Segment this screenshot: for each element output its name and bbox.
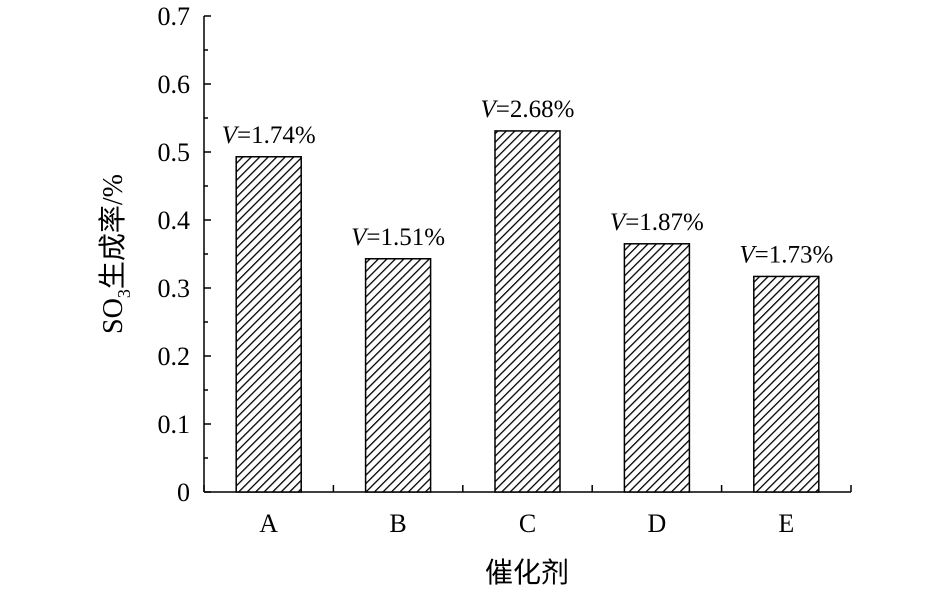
- category-label-B: B: [389, 509, 406, 538]
- data-label-A: V=1.74%: [222, 122, 316, 149]
- x-axis-title: 催化剂: [485, 557, 569, 589]
- x-ticks: [203, 485, 852, 492]
- data-label-C: V=2.68%: [481, 96, 575, 123]
- category-label-A: A: [259, 509, 278, 538]
- data-label-B: V=1.51%: [351, 224, 445, 251]
- y-axis-title-subscript: 3: [114, 289, 134, 298]
- bar-C: [494, 130, 561, 493]
- y-axis-title-main: SO: [98, 298, 129, 334]
- y-axis-title-rest: 生成率/%: [97, 174, 129, 289]
- y-tick-label: 0.2: [158, 342, 191, 371]
- y-tick-label: 0.3: [158, 274, 191, 303]
- category-label-D: D: [648, 509, 667, 538]
- y-tick-label: 0.1: [158, 410, 191, 439]
- data-labels: V=1.74% V=1.51% V=2.68% V=1.87% V=1.73%: [222, 96, 834, 269]
- y-ticks: 0 0.1 0.2 0.3 0.4 0.5 0.6 0.7: [158, 2, 211, 507]
- category-label-E: E: [778, 509, 794, 538]
- bar-B: [364, 258, 432, 493]
- bar-A: [235, 156, 302, 493]
- bar-E: [753, 275, 820, 493]
- y-tick-label: 0.7: [158, 2, 191, 31]
- y-tick-label: 0.4: [158, 206, 191, 235]
- y-axis: 0 0.1 0.2 0.3 0.4 0.5 0.6 0.7: [158, 2, 211, 507]
- y-tick-label: 0.6: [158, 70, 191, 99]
- data-label-E: V=1.73%: [739, 241, 833, 268]
- y-tick-label: 0.5: [158, 138, 191, 167]
- category-labels: A B C D E: [259, 509, 794, 538]
- category-label-C: C: [519, 509, 536, 538]
- y-tick-label: 0: [177, 478, 190, 507]
- y-axis-title: SO3生成率/%: [97, 174, 134, 334]
- bar-D: [623, 243, 691, 493]
- bars: [235, 130, 820, 493]
- data-label-D: V=1.87%: [610, 209, 704, 236]
